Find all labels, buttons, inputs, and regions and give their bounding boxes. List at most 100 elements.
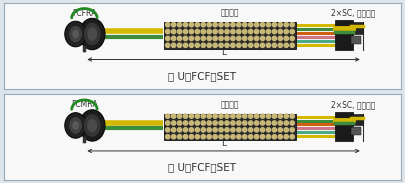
Circle shape [219,36,223,41]
Circle shape [189,29,194,34]
Circle shape [177,23,182,27]
Circle shape [284,114,288,118]
Circle shape [260,29,265,34]
Circle shape [207,114,211,118]
Circle shape [266,114,271,118]
Circle shape [225,135,229,139]
Circle shape [183,43,188,47]
Circle shape [260,135,265,139]
Circle shape [278,114,282,118]
Ellipse shape [72,121,79,130]
Circle shape [219,43,223,47]
Circle shape [213,29,217,34]
Circle shape [166,36,170,41]
Circle shape [284,23,288,27]
Circle shape [290,43,294,47]
Circle shape [231,36,235,41]
Circle shape [278,29,282,34]
Circle shape [177,121,182,125]
Circle shape [284,36,288,41]
Circle shape [195,135,200,139]
Circle shape [201,36,205,41]
Circle shape [272,43,277,47]
Bar [351,22,363,34]
Circle shape [195,36,200,41]
Circle shape [278,128,282,132]
Circle shape [266,43,271,47]
Circle shape [219,23,223,27]
Circle shape [213,135,217,139]
Circle shape [183,114,188,118]
Circle shape [195,114,200,118]
Circle shape [278,23,282,27]
Circle shape [166,23,170,27]
Circle shape [260,114,265,118]
Circle shape [183,135,188,139]
Circle shape [177,114,182,118]
Text: FCMRA: FCMRA [71,100,98,109]
Circle shape [189,135,194,139]
Circle shape [254,43,259,47]
Bar [351,127,361,135]
Circle shape [171,114,176,118]
Circle shape [231,43,235,47]
Circle shape [213,36,217,41]
Text: 编织套管: 编织套管 [221,100,239,109]
Circle shape [278,135,282,139]
Circle shape [177,128,182,132]
Circle shape [189,43,194,47]
Circle shape [177,135,182,139]
Circle shape [260,23,265,27]
Circle shape [290,29,294,34]
Circle shape [189,23,194,27]
Circle shape [171,23,176,27]
Circle shape [219,135,223,139]
Circle shape [225,114,229,118]
Circle shape [177,36,182,41]
Circle shape [254,29,259,34]
Circle shape [225,29,229,34]
Circle shape [290,121,294,125]
Circle shape [189,128,194,132]
Circle shape [284,135,288,139]
Circle shape [207,36,211,41]
Bar [335,112,353,141]
Ellipse shape [83,114,101,137]
Circle shape [237,128,241,132]
Circle shape [171,43,176,47]
Circle shape [254,114,259,118]
Circle shape [249,23,253,27]
Circle shape [213,121,217,125]
Circle shape [207,23,211,27]
Circle shape [195,121,200,125]
Circle shape [243,114,247,118]
Ellipse shape [65,21,86,47]
Circle shape [225,36,229,41]
Circle shape [243,43,247,47]
Circle shape [266,23,271,27]
Circle shape [213,43,217,47]
Circle shape [290,23,294,27]
Circle shape [272,36,277,41]
Circle shape [272,114,277,118]
Circle shape [237,43,241,47]
Circle shape [272,29,277,34]
Circle shape [219,121,223,125]
Ellipse shape [69,117,83,134]
Circle shape [231,114,235,118]
Circle shape [219,114,223,118]
Circle shape [225,43,229,47]
Circle shape [249,43,253,47]
Text: L: L [221,139,226,148]
Circle shape [183,36,188,41]
Circle shape [237,23,241,27]
Circle shape [183,23,188,27]
Bar [351,36,361,44]
Circle shape [284,29,288,34]
Circle shape [237,36,241,41]
Ellipse shape [72,30,79,38]
Circle shape [171,121,176,125]
Circle shape [272,121,277,125]
Ellipse shape [87,119,97,132]
Circle shape [166,128,170,132]
